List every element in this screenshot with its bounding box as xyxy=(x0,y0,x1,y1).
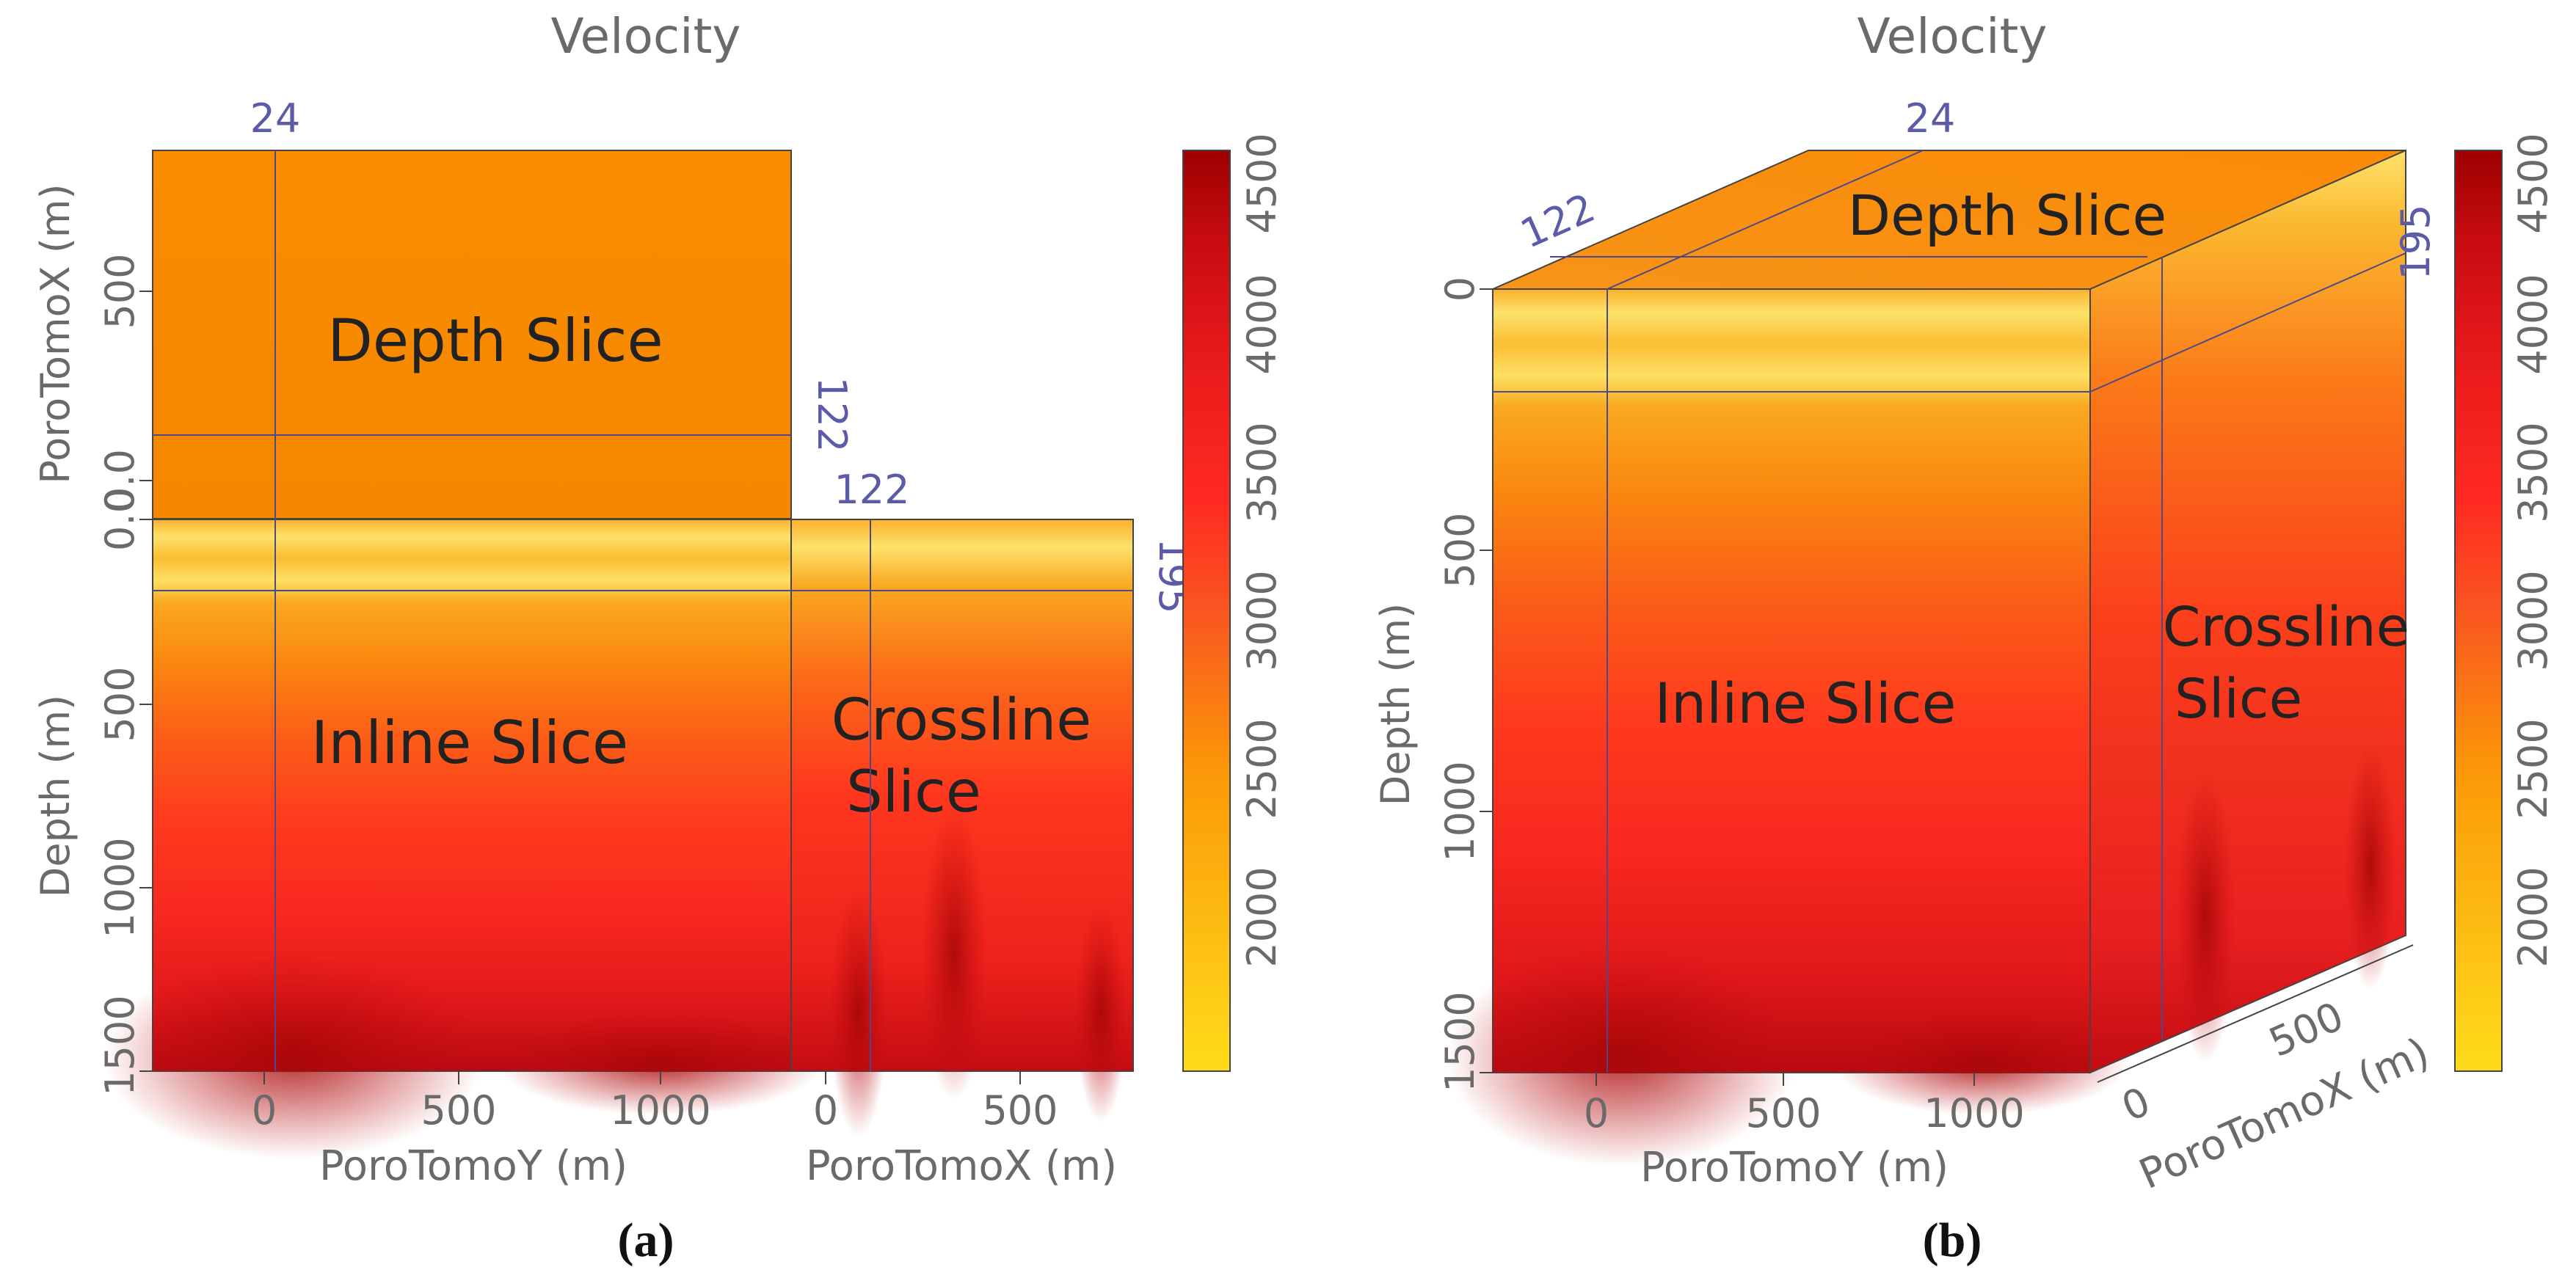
panel-b-colorbar-ticks: 2000 2500 3000 3500 4000 4500 xyxy=(2510,133,2556,967)
panel-b-caption: (b) xyxy=(1923,1214,1982,1267)
panel-b-inline-tick-500: 500 xyxy=(1745,1090,1821,1136)
panel-a-cb-tick-2000: 2000 xyxy=(1239,866,1285,967)
panel-a-depth-tick-0: 0.0 xyxy=(97,488,143,551)
panel-b-cb-tick-2000: 2000 xyxy=(2510,866,2556,967)
panel-b-title: Velocity xyxy=(1858,8,2048,65)
panel-a-depth-tick-500: 500 xyxy=(97,666,143,742)
panel-a-depth-tick-1500: 1500 xyxy=(97,995,143,1095)
panel-b-crossline-tick-500: 500 xyxy=(2263,993,2351,1065)
panel-a-crossline-x-ticks: 0 500 xyxy=(813,1071,1058,1134)
panel-b-depth-label: Depth (m) xyxy=(1372,603,1419,806)
panel-b-inline-tick-0: 0 xyxy=(1584,1090,1609,1136)
panel-a-inline-slice-label: Inline Slice xyxy=(311,709,629,777)
panel-b-inline-slice-label: Inline Slice xyxy=(1655,671,1957,736)
panel-b-depth-tick-1500: 1500 xyxy=(1437,991,1483,1092)
panel-a-crossline-dark-streak-2 xyxy=(921,807,987,1101)
panel-b-crossline-dark-streak-1 xyxy=(2176,770,2235,1064)
panel-b-depth-tick-1000: 1000 xyxy=(1437,761,1483,861)
panel-b-inline-guide-top xyxy=(1607,150,1924,290)
panel-a-colorbar xyxy=(1182,150,1231,1072)
panel-b-crossline-label-line2: Slice xyxy=(2175,668,2302,731)
panel-b-index-depth: 195 xyxy=(2393,204,2439,280)
panel-b-depth-ticks: 0 500 1000 1500 xyxy=(1437,277,1493,1092)
panel-b-index-inline: 24 xyxy=(1905,95,1956,142)
panel-a-top-tick-0: 0.0 xyxy=(97,449,143,512)
panel-a-crossline-tick-500: 500 xyxy=(982,1087,1058,1134)
panel-a-colorbar-ticks: 2000 2500 3000 3500 4000 4500 xyxy=(1239,133,1285,967)
panel-a-cb-tick-3500: 3500 xyxy=(1239,422,1285,522)
panel-b: Velocity Depth Slice Inline Slice Crossl… xyxy=(1372,8,2556,1267)
panel-b-cb-tick-3000: 3000 xyxy=(2510,570,2556,671)
panel-b-cb-tick-4000: 4000 xyxy=(2510,274,2556,374)
panel-a-index-inline: 24 xyxy=(250,95,301,142)
panel-b-cb-tick-2500: 2500 xyxy=(2510,718,2556,819)
panel-a-top-y-label: PoroTomoX (m) xyxy=(32,183,79,483)
panel-a-title: Velocity xyxy=(551,8,741,65)
panel-b-cb-tick-3500: 3500 xyxy=(2510,422,2556,522)
panel-b-depth-tick-500: 500 xyxy=(1437,512,1483,588)
panel-b-crossline-axis-line xyxy=(2097,944,2414,1083)
panel-a-crossline-dark-streak-1 xyxy=(829,888,888,1137)
panel-a-index-crossline-top: 122 xyxy=(809,376,855,452)
panel-a: Velocity Depth Slice Inline Slice Crossl… xyxy=(32,8,1285,1267)
panel-b-inline-x-label: PoroTomoY (m) xyxy=(1640,1144,1949,1191)
panel-b-cb-tick-4500: 4500 xyxy=(2510,133,2556,233)
panel-b-crossline-tick-0: 0 xyxy=(2115,1078,2157,1131)
panel-a-inline-tick-0: 0 xyxy=(252,1087,277,1134)
panel-b-crossline-slice-face xyxy=(2089,149,2406,1074)
panel-a-crossline-x-label: PoroTomoX (m) xyxy=(806,1142,1117,1190)
panel-b-inline-x-ticks: 0 500 1000 xyxy=(1584,1073,2025,1136)
panel-a-crossline-tick-0: 0 xyxy=(813,1087,838,1134)
panel-a-index-crossline-side: 122 xyxy=(834,467,909,513)
panel-a-cb-tick-2500: 2500 xyxy=(1239,718,1285,819)
panel-a-inline-x-ticks: 0 500 1000 xyxy=(252,1071,711,1134)
panel-b-colorbar xyxy=(2454,150,2503,1072)
panel-a-inline-x-label: PoroTomoY (m) xyxy=(319,1142,627,1190)
panel-a-top-y-ticks: 500 0.0 xyxy=(97,253,153,512)
panel-a-cb-tick-4500: 4500 xyxy=(1239,133,1285,233)
panel-a-depth-tick-1000: 1000 xyxy=(97,837,143,938)
panel-a-inline-dark-blob xyxy=(103,954,484,1159)
panel-b-inline-tick-1000: 1000 xyxy=(1924,1090,2024,1136)
panel-a-crossline-dark-streak-3 xyxy=(1075,902,1127,1123)
panel-b-inline-dark-blob-2 xyxy=(1835,1012,2128,1115)
panel-a-inline-tick-500: 500 xyxy=(421,1087,496,1134)
panel-a-depth-slice xyxy=(152,150,792,519)
panel-a-depth-slice-label: Depth Slice xyxy=(327,307,663,375)
panel-a-depth-ticks: 0.0 500 1000 1500 xyxy=(97,488,153,1096)
panel-a-cb-tick-3000: 3000 xyxy=(1239,570,1285,671)
panel-b-depth-slice-label: Depth Slice xyxy=(1848,183,2167,248)
panel-a-top-tick-500: 500 xyxy=(97,253,143,329)
panel-a-crossline-label-line1: Crossline xyxy=(832,687,1092,753)
panel-a-crossline-label-line2: Slice xyxy=(846,759,981,825)
panel-a-inline-tick-1000: 1000 xyxy=(610,1087,710,1134)
panel-b-crossline-label-line1: Crossline xyxy=(2163,596,2409,659)
panel-b-inline-dark-blob xyxy=(1446,946,1798,1167)
panel-b-depth-tick-0: 0 xyxy=(1437,277,1483,302)
panel-b-depth-guide-side xyxy=(2089,252,2406,393)
panel-a-cb-tick-4000: 4000 xyxy=(1239,274,1285,374)
panel-a-inline-dark-blob-2 xyxy=(499,1012,822,1115)
panel-a-depth-label: Depth (m) xyxy=(32,695,79,897)
panel-b-crossline-dark-streak-2 xyxy=(2345,741,2396,990)
panel-a-caption: (a) xyxy=(618,1214,674,1267)
